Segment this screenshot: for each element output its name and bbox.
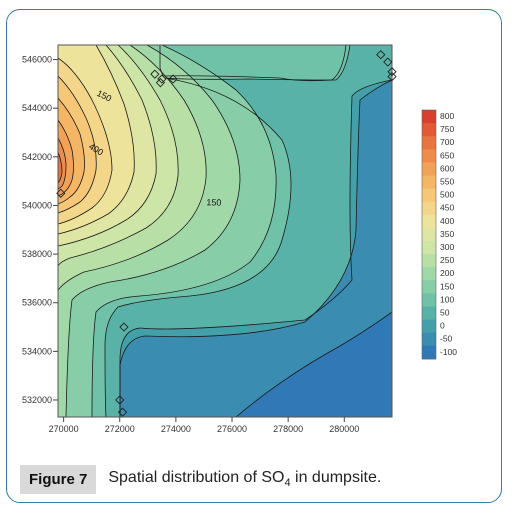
sample-point-marker xyxy=(119,322,129,332)
contour-line-0 xyxy=(119,45,392,417)
y-tick-label: 542000 xyxy=(22,152,52,162)
contour-line-200 xyxy=(58,45,241,417)
colorbar-label: 300 xyxy=(440,242,454,252)
colorbar: 8007507006506005505004504003503002502001… xyxy=(421,109,457,360)
sample-point-marker xyxy=(157,74,167,84)
colorbar-label: 700 xyxy=(440,137,454,147)
sample-point-marker xyxy=(117,407,128,417)
x-tick-label: 278000 xyxy=(273,424,303,434)
caption-suffix: in dumpsite. xyxy=(290,468,382,486)
colorbar-label: 600 xyxy=(440,163,454,173)
y-tick-label: 546000 xyxy=(22,55,52,65)
y-tick-label: 540000 xyxy=(22,200,52,210)
colorbar-swatch xyxy=(422,123,436,137)
sample-point-marker xyxy=(383,57,393,67)
colorbar-swatch xyxy=(422,149,436,163)
colorbar-label: 650 xyxy=(440,150,454,160)
colorbar-swatch xyxy=(422,332,436,347)
colorbar-swatch xyxy=(422,110,436,124)
figure-caption: Figure 7 Spatial distribution of SO4 in … xyxy=(20,463,381,495)
colorbar-label: 50 xyxy=(440,308,450,318)
contour-line-450 xyxy=(58,57,113,225)
colorbar-frame xyxy=(421,109,437,360)
sample-point-marker xyxy=(168,74,178,84)
x-tick-label: 270000 xyxy=(49,424,79,434)
contour-line-550 xyxy=(58,97,85,205)
sample-point-layer xyxy=(56,50,397,417)
contour-line-300 xyxy=(58,45,179,267)
contour-line-250 xyxy=(58,45,207,291)
y-tick-label: 538000 xyxy=(22,249,52,259)
contour-line--50 xyxy=(119,45,392,417)
contour-line-350 xyxy=(58,45,157,247)
contour-line-100 xyxy=(58,45,351,417)
x-tick-label: 276000 xyxy=(217,424,247,434)
sample-point-marker xyxy=(115,395,125,405)
contour-band-700 xyxy=(58,152,62,183)
y-tick-label: 544000 xyxy=(22,103,52,113)
colorbar-swatch xyxy=(422,254,436,268)
colorbar-swatch xyxy=(422,214,436,229)
figure-label: Figure 7 xyxy=(20,464,97,494)
y-tick-label: 534000 xyxy=(22,346,52,356)
sample-point-marker xyxy=(150,69,160,79)
contour-line-600 xyxy=(58,119,74,197)
colorbar-swatch xyxy=(422,319,436,334)
sample-point-marker xyxy=(376,50,386,60)
colorbar-swatch xyxy=(422,175,436,190)
caption-text: Spatial distribution of SO4 in dumpsite. xyxy=(108,469,381,489)
colorbar-label: -50 xyxy=(440,334,453,344)
colorbar-swatch xyxy=(422,267,436,281)
contour-line-400 xyxy=(58,45,135,235)
contour-line-500 xyxy=(58,75,97,214)
colorbar-label: 350 xyxy=(440,229,454,239)
colorbar-label: 450 xyxy=(440,203,454,213)
sample-point-marker xyxy=(56,188,66,198)
colorbar-swatch xyxy=(422,136,436,150)
contour-line-layer xyxy=(58,45,392,417)
colorbar-label: 550 xyxy=(440,177,454,187)
colorbar-label: 500 xyxy=(440,190,454,200)
caption-subscript: 4 xyxy=(284,477,291,490)
colorbar-label: 750 xyxy=(440,124,454,134)
colorbar-label: 150 xyxy=(440,281,454,291)
x-tick-label: 274000 xyxy=(161,424,191,434)
y-tick-label: 536000 xyxy=(22,298,52,308)
contour-label: 150 xyxy=(206,197,221,208)
colorbar-label: 100 xyxy=(440,294,454,304)
colorbar-swatch xyxy=(422,201,436,216)
colorbar-swatch xyxy=(422,162,436,176)
colorbar-label: -100 xyxy=(440,347,457,357)
plot-frame xyxy=(57,44,393,418)
x-tick-label: 272000 xyxy=(105,424,135,434)
colorbar-label: 200 xyxy=(440,268,454,278)
y-tick-label: 532000 xyxy=(22,395,52,405)
colorbar-label: 400 xyxy=(440,216,454,226)
colorbar-swatch xyxy=(422,241,436,255)
colorbar-swatch xyxy=(422,227,436,242)
colorbar-swatch xyxy=(422,345,436,360)
contour-line--100 xyxy=(235,311,392,417)
contour-line-650 xyxy=(58,137,67,190)
colorbar-label: 800 xyxy=(440,111,454,121)
sample-point-marker xyxy=(387,71,397,82)
contour-line-700 xyxy=(58,151,63,184)
contour-band--50 xyxy=(120,45,392,417)
x-tick-label: 280000 xyxy=(329,424,359,434)
contour-line-150 xyxy=(58,45,277,417)
colorbar-swatch xyxy=(422,306,436,321)
sample-point-marker xyxy=(387,67,397,77)
colorbar-swatch xyxy=(422,293,436,307)
colorbar-label: 0 xyxy=(440,321,445,331)
colorbar-label: 250 xyxy=(440,255,454,265)
axes-layer: 270000 272000 274000 276000 278000 280000 5460… xyxy=(22,55,359,434)
colorbar-swatch xyxy=(422,280,436,294)
colorbar-swatch xyxy=(422,188,436,203)
caption-prefix: Spatial distribution of SO xyxy=(108,468,285,486)
